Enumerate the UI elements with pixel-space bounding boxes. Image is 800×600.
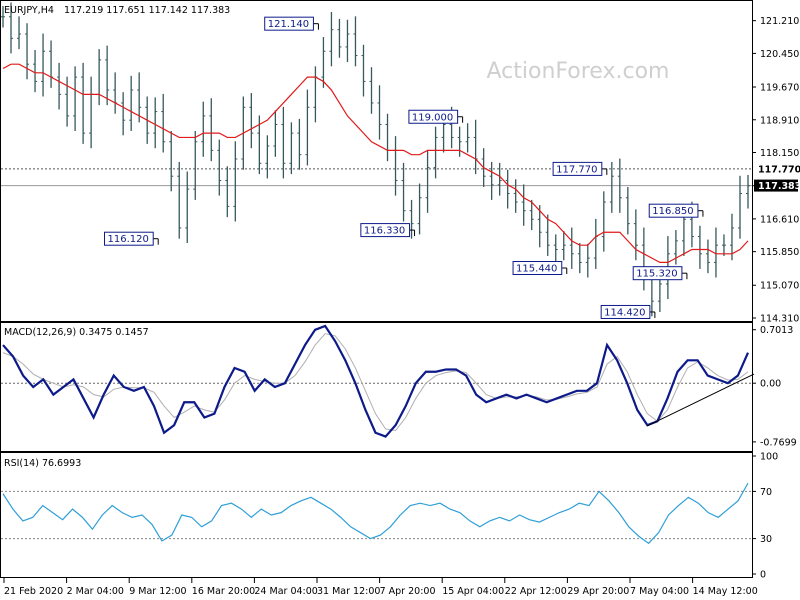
price-marker-box xyxy=(754,162,798,175)
macd-axis-tick-label: 0.00 xyxy=(760,379,781,390)
rsi-axis-tick-label: 0 xyxy=(760,570,766,581)
price-panel xyxy=(0,0,753,322)
annotation-label: 116.120 xyxy=(108,234,149,245)
price-axis-tick-label: 119.670 xyxy=(760,83,799,94)
time-axis-tick-label: 21 Feb 2020 xyxy=(4,586,63,597)
price-series-group xyxy=(1,2,752,317)
time-axis-tick-label: 31 Mar 12:00 xyxy=(317,586,380,597)
rsi-label: RSI(14) 76.6993 xyxy=(4,458,81,469)
rsi-panel xyxy=(0,452,753,578)
annotation-box xyxy=(552,161,603,176)
rsi-axis: 100 70 30 0 xyxy=(752,452,778,581)
macd-line xyxy=(2,324,750,438)
price-marker-box xyxy=(754,179,798,192)
annotation-box xyxy=(104,231,154,246)
annotation-label: 116.330 xyxy=(364,226,405,237)
time-axis-tick-label: 24 Mar 04:00 xyxy=(254,586,317,597)
rsi-line xyxy=(2,482,749,545)
macd-trendline xyxy=(647,373,755,427)
symbol-label: EURJPY,H4 xyxy=(4,5,54,16)
time-axis-tick-label: 2 Mar 04:00 xyxy=(67,586,124,597)
price-axis-tick-label: 116.610 xyxy=(760,214,799,225)
price-marker-label: 117.383 xyxy=(758,181,800,192)
time-axis-tick-label: 22 Apr 12:00 xyxy=(505,586,567,597)
macd-series-group xyxy=(1,324,755,438)
annotation-box xyxy=(632,266,683,281)
annotation-box xyxy=(264,16,314,31)
price-axis-tick-label: 120.450 xyxy=(760,49,799,60)
time-axis-tick-label: 16 Mar 20:00 xyxy=(192,586,255,597)
annotation-box xyxy=(408,109,459,124)
annotation-label: 117.770 xyxy=(556,164,597,175)
time-axis-tick-label: 9 Mar 12:00 xyxy=(129,586,186,597)
annotation-label: 115.320 xyxy=(636,269,677,280)
rsi-axis-tick-label: 70 xyxy=(760,487,772,498)
macd-axis-tick-label: -0.7699 xyxy=(760,437,797,448)
watermark: ActionForex.com xyxy=(487,59,670,84)
quote-label: 117.219 117.651 117.142 117.383 xyxy=(64,5,230,16)
annotation-label: 114.420 xyxy=(604,307,645,318)
time-axis-tick-label: 15 Apr 04:00 xyxy=(442,586,504,597)
time-axis-tick-label: 14 May 12:00 xyxy=(693,586,758,597)
annotation-box xyxy=(512,261,563,276)
macd-axis-tick-label: 0.7013 xyxy=(760,325,793,336)
time-axis-tick-label: 29 Apr 20:00 xyxy=(567,586,629,597)
price-axis-tick-label: 115.850 xyxy=(760,247,799,258)
macd-axis: 0.7013 0.00 -0.7699 xyxy=(752,325,797,448)
moving-average-line xyxy=(2,63,749,264)
time-axis-tick-label: 7 Apr 20:00 xyxy=(380,586,436,597)
annotation-box xyxy=(360,223,411,238)
price-axis-tick-label: 118.150 xyxy=(760,148,799,159)
annotation-label: 116.850 xyxy=(652,206,693,217)
annotation-label: 119.000 xyxy=(412,112,453,123)
macd-label: MACD(12,26,9) 0.3475 0.1457 xyxy=(4,327,149,338)
price-axis-tick-label: 115.070 xyxy=(760,281,799,292)
rsi-axis-tick-label: 100 xyxy=(760,452,778,463)
price-annotations: 121.140 119.000 117.770 116.850 116.120 116.3… xyxy=(104,16,704,319)
rsi-axis-tick-label: 30 xyxy=(760,534,772,545)
time-axis: 21 Feb 2020 2 Mar 04:00 9 Mar 12:00 16 Mar … xyxy=(3,578,758,597)
price-marker-label: 117.770 xyxy=(758,164,800,175)
annotation-label: 115.440 xyxy=(516,264,557,275)
annotation-box xyxy=(648,203,699,218)
time-axis-tick-label: 7 May 04:00 xyxy=(630,586,689,597)
rsi-series-group xyxy=(1,482,752,545)
annotation-label: 121.140 xyxy=(268,19,309,30)
price-axis: 121.210 120.450 119.670 118.910 118.150 117.3… xyxy=(752,16,800,325)
annotation-box xyxy=(600,304,651,319)
price-axis-tick-label: 121.210 xyxy=(760,16,799,27)
price-axis-tick-label: 118.910 xyxy=(760,115,799,126)
price-axis-tick-label: 114.310 xyxy=(760,314,799,325)
